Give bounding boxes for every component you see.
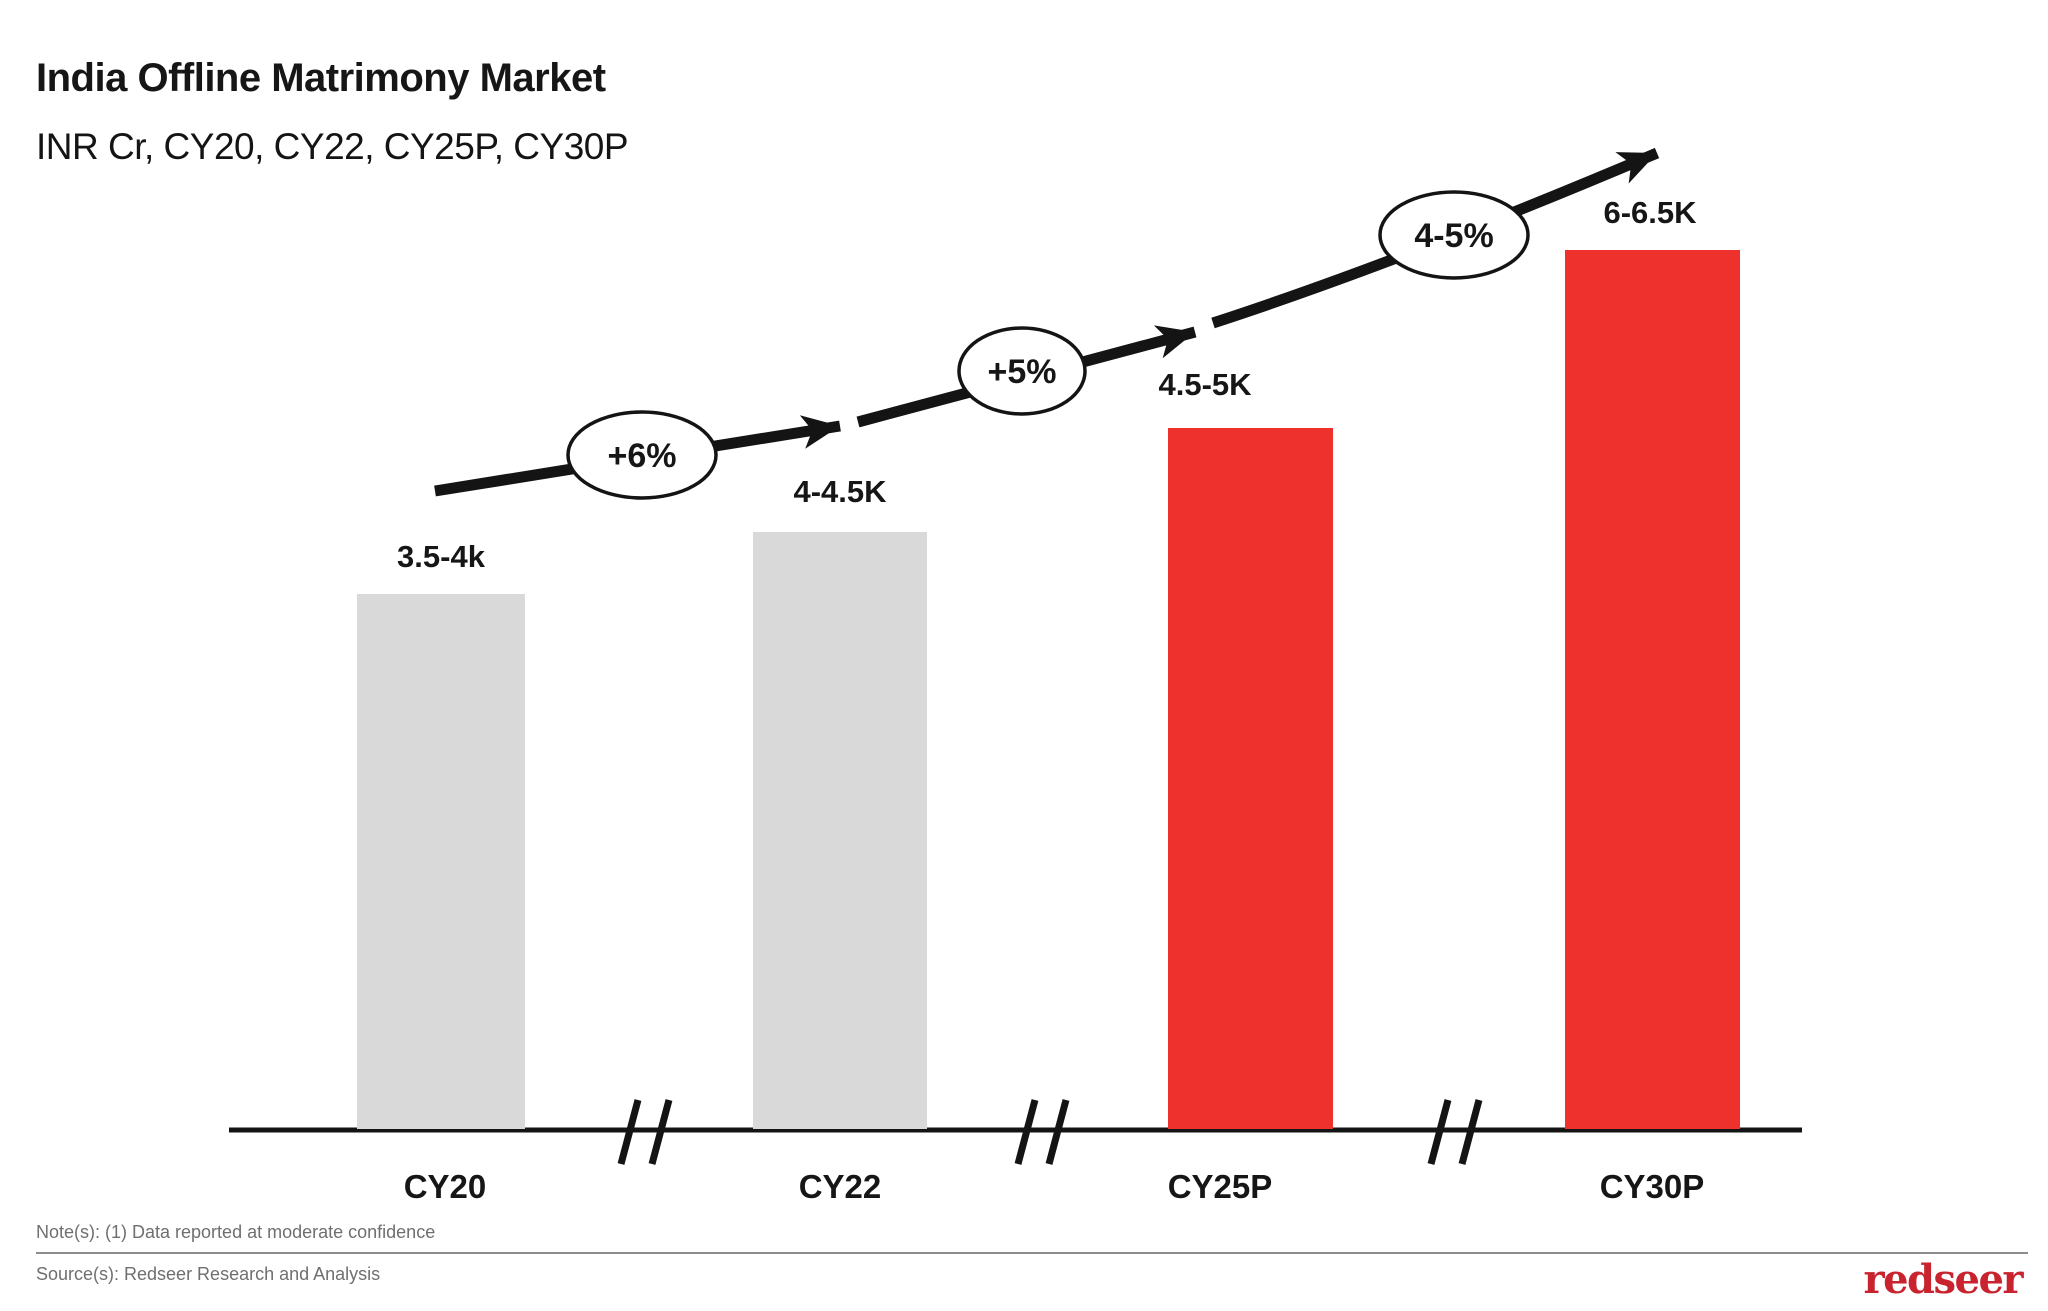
bar-value-label-cy25p: 4.5-5K [1158,367,1252,402]
category-label-cy30p: CY30P [1599,1168,1705,1205]
growth-rate-label: +5% [988,353,1057,391]
growth-bubble-ellipse [957,326,1087,416]
growth-bubble-1: +6% [566,410,718,500]
growth-bubble-ellipse [1378,190,1530,280]
redseer-logo: redseer [1863,1256,2024,1303]
category-label-cy20: CY20 [403,1168,487,1205]
growth-bubble-ellipse [566,410,718,500]
page-title: India Offline Matrimony Market [36,56,606,100]
page-subtitle: INR Cr, CY20, CY22, CY25P, CY30P [36,126,629,167]
growth-bubble-2: +5% [957,326,1087,416]
note-text: Note(s): (1) Data reported at moderate c… [36,1222,436,1242]
category-label-cy25p: CY25P [1167,1168,1273,1205]
axis-break-2 [1014,1099,1070,1165]
footer-divider [36,1252,2028,1254]
bar-cy22 [753,532,927,1129]
category-label-cy22: CY22 [798,1168,882,1205]
bar-cy20 [357,594,525,1129]
growth-rate-label: +6% [608,437,677,475]
source-text: Source(s): Redseer Research and Analysis [36,1264,381,1284]
axis-break-1 [617,1099,673,1165]
bar-cy25p [1168,428,1333,1129]
bar-value-label-cy30p: 6-6.5K [1603,195,1697,230]
growth-bubble-3: 4-5% [1378,190,1530,280]
axis-break-3 [1427,1099,1483,1165]
growth-rate-label: 4-5% [1414,217,1493,255]
bar-cy30p [1565,250,1740,1129]
bar-value-label-cy22: 4-4.5K [793,474,887,509]
bar-value-label-cy20: 3.5-4k [397,539,485,574]
